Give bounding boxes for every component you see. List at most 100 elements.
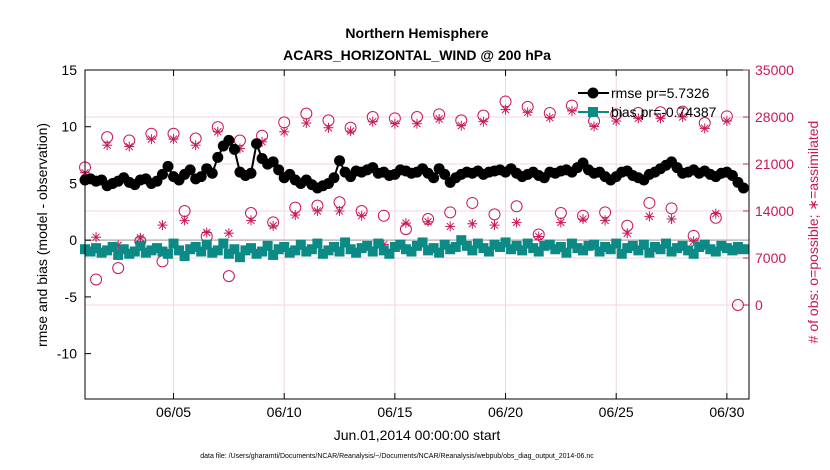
bias-point: [351, 247, 362, 258]
bias-point: [550, 244, 561, 255]
bias-point: [229, 244, 240, 255]
bias-point: [710, 246, 721, 257]
bias-point: [96, 247, 107, 258]
obs-assimilated-point: [179, 215, 190, 226]
bias-point: [506, 244, 517, 255]
obs-assimilated-point: [699, 123, 710, 134]
rmse-point: [334, 155, 346, 167]
x-tick-label: 06/10: [267, 404, 302, 420]
y-axis-label: rmse and bias (model - observation): [34, 123, 50, 347]
obs-possible-point: [554, 207, 567, 220]
obs-assimilated-point: [511, 217, 522, 228]
bias-point: [578, 245, 588, 256]
obs-assimilated-point: [157, 220, 168, 231]
y-right-tick-label: 0: [755, 297, 763, 313]
bias-point: [589, 239, 600, 250]
rmse-point: [184, 164, 196, 176]
bias-point: [306, 244, 317, 255]
bias-point: [627, 240, 638, 251]
bias-point: [738, 244, 749, 255]
bias-point: [207, 247, 218, 258]
bias-point: [439, 239, 450, 250]
bias-point: [483, 246, 494, 257]
bias-point: [688, 248, 699, 259]
obs-assimilated-point: [168, 134, 179, 145]
obs-assimilated-point: [91, 232, 102, 243]
bias-point: [423, 245, 434, 256]
bias-point: [196, 246, 207, 257]
obs-assimilated-point: [445, 221, 456, 232]
bias-point: [174, 245, 185, 256]
bias-point: [605, 244, 616, 255]
bias-point: [317, 248, 328, 259]
bias-point: [600, 241, 611, 252]
bias-point: [163, 248, 173, 259]
bias-point: [478, 243, 489, 254]
bias-point: [705, 244, 716, 255]
x-tick-label: 06/25: [599, 404, 634, 420]
bias-point: [107, 241, 118, 252]
bias-point: [251, 248, 262, 259]
obs-assimilated-point: [500, 104, 511, 115]
rmse-point: [439, 168, 451, 180]
rmse-point: [195, 171, 207, 183]
bias-point: [583, 240, 594, 251]
bias-point: [412, 240, 422, 251]
bias-point: [129, 246, 140, 257]
obs-assimilated-point: [644, 211, 655, 222]
bias-point: [716, 240, 727, 251]
bias-point: [378, 245, 389, 256]
legend-rmse-label: rmse pr=5.7326: [611, 85, 710, 101]
bias-point: [517, 245, 528, 256]
bias-point: [727, 245, 738, 256]
obs-assimilated-point: [212, 126, 223, 137]
bias-point: [661, 238, 671, 249]
bias-point: [85, 246, 96, 257]
bias-point: [450, 241, 461, 252]
rmse-point: [267, 156, 279, 168]
obs-possible-point: [112, 262, 125, 275]
rmse-point: [245, 167, 257, 179]
obs-assimilated-point: [201, 227, 212, 238]
obs-assimilated-point: [589, 121, 600, 132]
bias-point: [522, 238, 533, 249]
bias-point: [732, 241, 743, 252]
bias-point: [190, 241, 201, 252]
bias-point: [262, 240, 273, 251]
bias-point: [721, 243, 732, 254]
obs-assimilated-point: [345, 126, 356, 137]
bias-point: [389, 241, 400, 252]
legend: rmse pr=5.7326 bias pr=-0.74387: [578, 85, 717, 120]
bias-point: [340, 237, 351, 248]
bias-point: [345, 244, 356, 255]
chart-subtitle: ACARS_HORIZONTAL_WIND @ 200 hPa: [283, 47, 551, 63]
bias-point: [644, 247, 655, 258]
chart-title: Northern Hemisphere: [345, 25, 488, 41]
obs-assimilated-point: [633, 113, 644, 124]
bias-point: [140, 247, 151, 258]
rmse-point: [206, 167, 218, 179]
rmse-point: [737, 182, 749, 194]
bias-point: [273, 244, 284, 255]
y-tick-label: -5: [65, 289, 78, 305]
bias-point: [157, 246, 168, 257]
y-tick-label: -10: [57, 346, 77, 362]
bias-point: [384, 248, 395, 259]
rmse-point: [212, 151, 224, 163]
bias-point: [362, 240, 373, 251]
obs-possible-point: [377, 209, 390, 222]
obs-possible-point: [466, 196, 479, 209]
data-layer: [79, 95, 749, 311]
bias-point: [677, 240, 688, 251]
bias-point: [295, 239, 306, 250]
bias-point: [511, 240, 522, 251]
rmse-point: [162, 160, 174, 172]
bias-point: [683, 245, 694, 256]
obs-possible-point: [90, 273, 103, 286]
legend-bias-label: bias pr=-0.74387: [611, 104, 717, 120]
y-tick-label: 5: [69, 175, 77, 191]
bias-point: [572, 243, 583, 254]
bias-point: [649, 241, 660, 252]
obs-assimilated-point: [102, 140, 113, 151]
